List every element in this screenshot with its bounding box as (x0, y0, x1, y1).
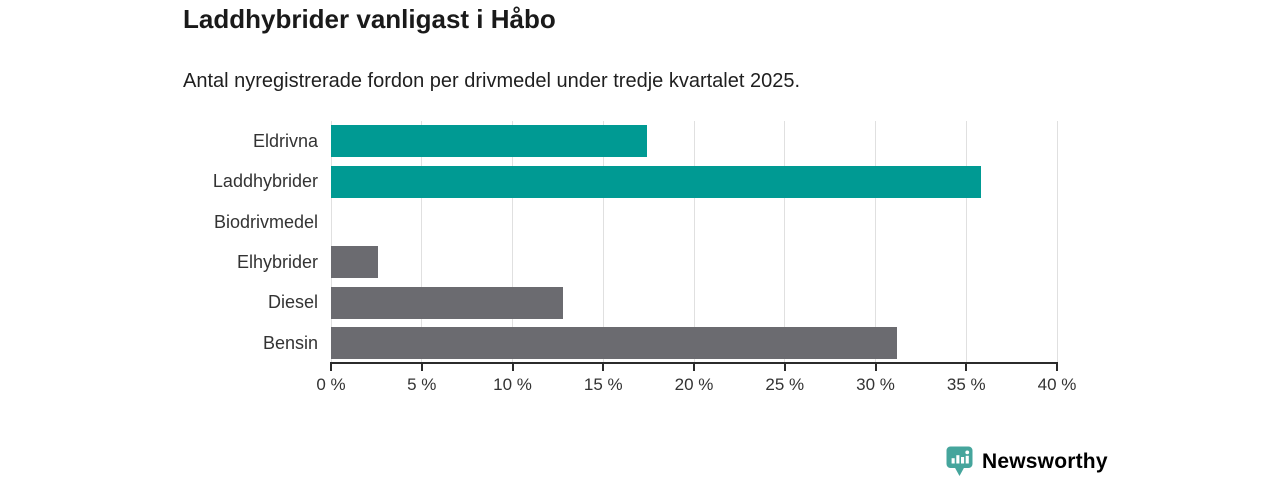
category-label: Bensin (262, 332, 318, 353)
category-label: Laddhybrider (212, 171, 318, 192)
x-axis-tick (330, 362, 332, 371)
x-axis-tick (693, 362, 695, 371)
x-axis-tick (420, 362, 423, 371)
x-axis-tick (783, 362, 786, 371)
gridline (693, 121, 695, 363)
x-axis: 0 % 5 % 10 % 15 % 20 % 25 % 30 % 35 % 40 % (316, 362, 1076, 394)
x-axis-tick (602, 362, 605, 371)
bar-diesel (331, 286, 564, 319)
x-axis-tick-label: 5 % (407, 375, 437, 394)
chart-subtitle: Antal nyregistrerade fordon per drivmede… (183, 70, 801, 92)
x-axis-tick-label: 20 % (674, 375, 714, 394)
x-axis-tick-label: 15 % (583, 375, 623, 394)
category-label: Elhybrider (236, 252, 318, 272)
category-label: Eldrivna (252, 131, 318, 151)
x-axis-tick-label: 30 % (856, 375, 895, 394)
category-label: Diesel (267, 292, 318, 313)
bar-eldrivna (331, 125, 647, 158)
category-label: Biodrivmedel (213, 211, 318, 232)
bar-laddhybrider (331, 165, 981, 198)
newsworthy-bubble-icon (946, 446, 973, 476)
x-axis-tick (874, 362, 877, 371)
gridline (602, 121, 604, 363)
gridline (1056, 121, 1058, 363)
x-axis-tick (1056, 362, 1058, 371)
bar-elhybrider (331, 246, 379, 279)
bar-bensin (331, 326, 898, 359)
newsworthy-logo[interactable]: Newsworthy (946, 446, 1108, 477)
x-axis-tick-label: 25 % (765, 375, 805, 394)
category-axis-labels: Eldrivna Laddhybrider Biodrivmedel Elhybrid… (0, 121, 318, 363)
x-axis-tick-label: 10 % (493, 375, 532, 394)
gridline (512, 121, 513, 363)
gridline (784, 121, 786, 363)
gridline (421, 121, 423, 363)
x-axis-tick-label: 35 % (946, 375, 986, 394)
plot-area (330, 121, 1058, 363)
x-axis-tick-label: 40 % (1037, 375, 1077, 394)
x-axis-tick (511, 362, 514, 371)
chart-title: Laddhybrider vanligast i Håbo (183, 4, 556, 34)
x-axis-tick-label: 0 % (316, 375, 346, 394)
newsworthy-wordmark: Newsworthy (982, 449, 1108, 473)
gridline (875, 121, 876, 363)
x-axis-tick (965, 362, 968, 371)
gridline (965, 121, 967, 363)
gridline (330, 121, 332, 363)
